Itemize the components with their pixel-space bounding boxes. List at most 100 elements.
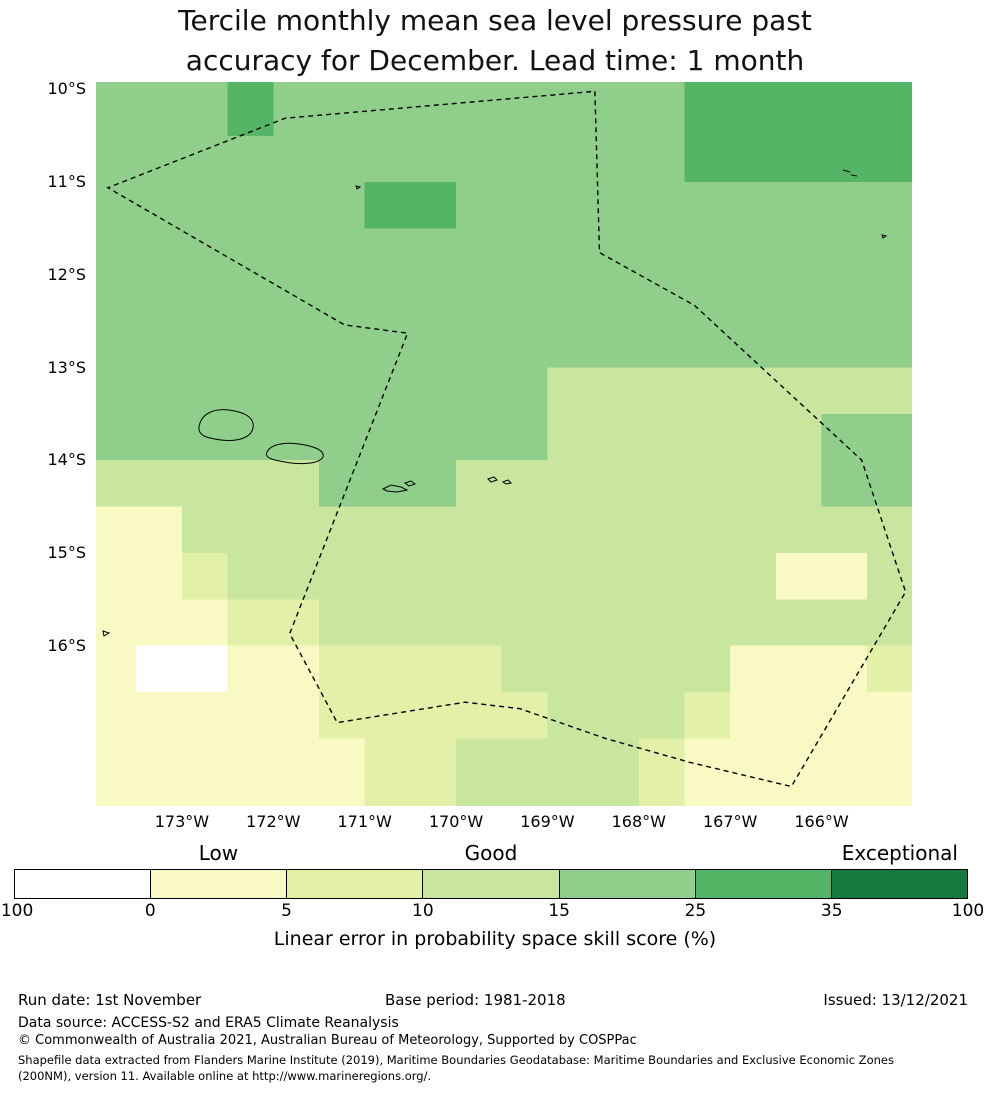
heatmap-cell xyxy=(775,182,823,230)
heatmap-cell xyxy=(273,506,320,554)
heatmap-cell xyxy=(547,274,594,322)
heatmap-cell xyxy=(775,367,823,415)
heatmap-cell xyxy=(273,135,320,183)
heatmap-cell xyxy=(181,321,229,369)
heatmap-cell xyxy=(775,135,823,183)
heatmap-cell xyxy=(684,599,731,647)
heatmap-cell xyxy=(501,784,548,806)
heatmap-cell xyxy=(456,413,503,461)
heatmap-cell xyxy=(684,274,731,322)
island-outline xyxy=(198,409,254,441)
heatmap-cell xyxy=(136,738,183,786)
heatmap-cell xyxy=(684,506,731,554)
heatmap-cell xyxy=(730,367,777,415)
heatmap-cell xyxy=(410,506,457,554)
heatmap-cell xyxy=(96,274,137,322)
heatmap-cell xyxy=(136,82,183,137)
heatmap-cell xyxy=(410,182,457,230)
heatmap-cell xyxy=(319,692,366,739)
heatmap-cell xyxy=(181,506,229,554)
heatmap-cell xyxy=(867,182,912,230)
heatmap-cell xyxy=(593,413,640,461)
island-outline xyxy=(403,480,417,487)
heatmap-cell xyxy=(319,599,366,647)
heatmap-cell xyxy=(456,367,503,415)
heatmap-cell xyxy=(456,784,503,806)
heatmap-cell xyxy=(775,413,823,461)
heatmap-cell xyxy=(227,645,274,693)
heatmap-cell xyxy=(456,506,503,554)
heatmap-cell xyxy=(775,460,823,508)
heatmap-cell xyxy=(227,135,274,183)
heatmap-cell xyxy=(227,413,274,461)
island-outline xyxy=(842,169,858,177)
heatmap-cell xyxy=(227,692,274,739)
heatmap-cell xyxy=(593,692,640,739)
heatmap-cell xyxy=(775,552,823,600)
heatmap-cell xyxy=(319,506,366,554)
heatmap-cell xyxy=(96,82,137,137)
heatmap-cell xyxy=(501,228,548,276)
heatmap-cell xyxy=(456,274,503,322)
heatmap-cell xyxy=(227,738,274,786)
heatmap-cell xyxy=(593,784,640,806)
lat-tick-label: 12°S xyxy=(47,264,86,284)
heatmap-cell xyxy=(547,367,594,415)
heatmap-cell xyxy=(136,506,183,554)
heatmap-cell xyxy=(684,645,731,693)
heatmap-cell xyxy=(456,228,503,276)
heatmap-cell xyxy=(638,274,686,322)
heatmap-cell xyxy=(96,182,137,230)
heatmap-cell xyxy=(227,599,274,647)
heatmap-cell xyxy=(273,82,320,137)
heatmap-cell xyxy=(821,784,868,806)
heatmap-cell xyxy=(227,182,274,230)
heatmap-cell xyxy=(456,321,503,369)
heatmap-cell xyxy=(821,274,868,322)
heatmap-cell xyxy=(456,182,503,230)
heatmap-cell xyxy=(867,738,912,786)
heatmap-cell xyxy=(775,274,823,322)
heatmap-cell xyxy=(684,552,731,600)
heatmap-cell xyxy=(410,645,457,693)
heatmap-cell xyxy=(96,367,137,415)
heatmap-cell xyxy=(638,506,686,554)
heatmap-cell xyxy=(319,784,366,806)
heatmap-cell xyxy=(364,135,411,183)
heatmap-cell xyxy=(684,228,731,276)
heatmap-cell xyxy=(821,738,868,786)
heatmap-cell xyxy=(181,599,229,647)
colorbar-segment xyxy=(15,870,152,898)
heatmap-cell xyxy=(273,321,320,369)
heatmap-cell xyxy=(456,460,503,508)
heatmap-cell xyxy=(684,692,731,739)
heatmap-cell xyxy=(273,460,320,508)
lat-tick-label: 10°S xyxy=(47,79,86,99)
island-outline xyxy=(102,630,111,637)
heatmap-cell xyxy=(867,506,912,554)
heatmap-cell xyxy=(593,274,640,322)
heatmap-cell xyxy=(410,552,457,600)
lat-tick-label: 13°S xyxy=(47,357,86,377)
heatmap-cell xyxy=(821,506,868,554)
heatmap-cell xyxy=(364,552,411,600)
heatmap-cell xyxy=(638,645,686,693)
data-source-text: Data source: ACCESS-S2 and ERA5 Climate … xyxy=(18,1015,399,1031)
heatmap-cell xyxy=(730,692,777,739)
heatmap-cell xyxy=(456,82,503,137)
heatmap-cell xyxy=(547,784,594,806)
heatmap-cell xyxy=(501,552,548,600)
heatmap-cell xyxy=(96,552,137,600)
island-outline xyxy=(501,479,513,485)
heatmap-cell xyxy=(319,645,366,693)
heatmap-cell xyxy=(638,82,686,137)
heatmap-cell xyxy=(775,738,823,786)
heatmap-cell xyxy=(684,182,731,230)
heatmap-cell xyxy=(547,460,594,508)
heatmap-cell xyxy=(547,82,594,137)
heatmap-cell xyxy=(775,321,823,369)
colorbar-tick-label: 35 xyxy=(820,901,843,921)
heatmap-cell xyxy=(593,321,640,369)
heatmap-cell xyxy=(181,413,229,461)
heatmap-cell xyxy=(684,321,731,369)
